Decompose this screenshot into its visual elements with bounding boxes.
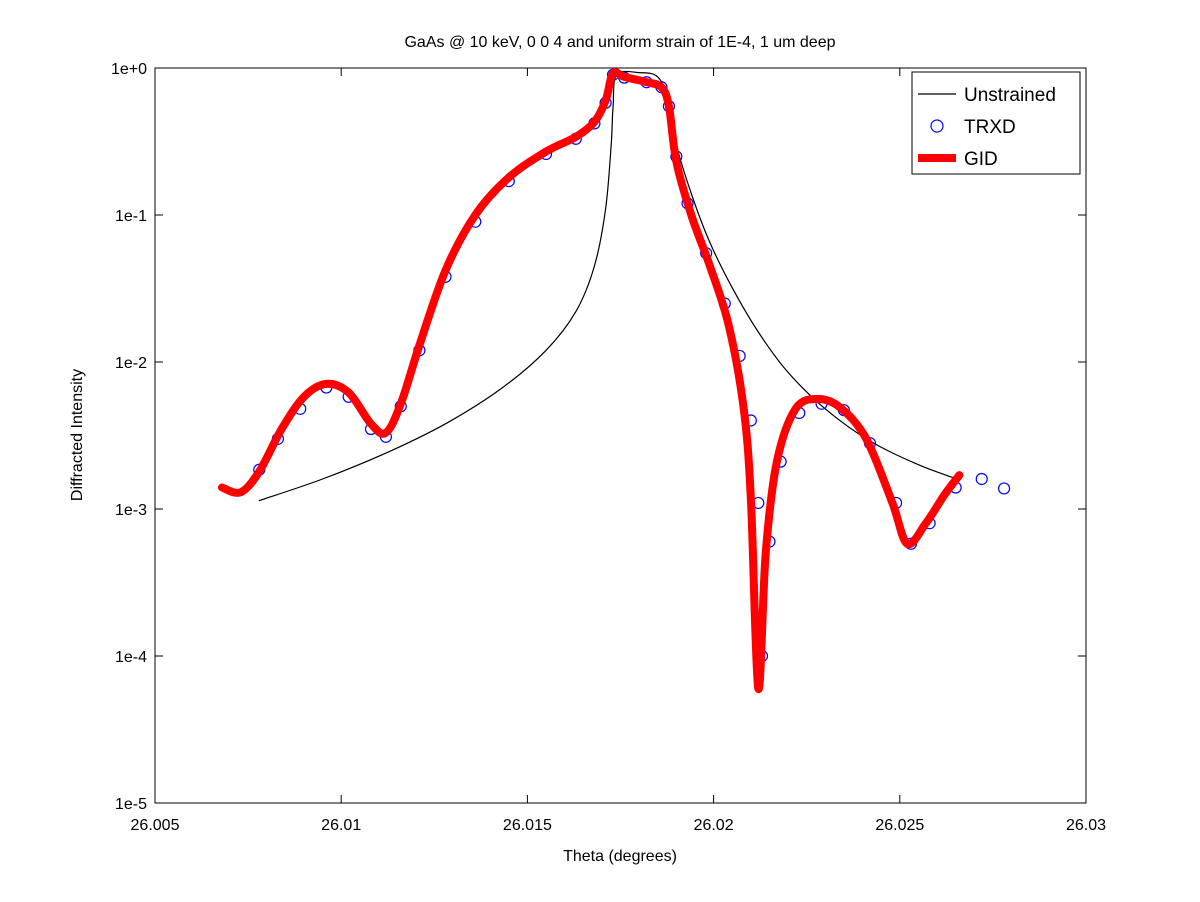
y-tick-label: 1e+0 [111, 61, 147, 78]
legend-swatch-trxd [930, 119, 944, 133]
y-tick-label: 1e-3 [115, 502, 147, 519]
y-tick-label: 1e-5 [115, 796, 147, 813]
legend-label-gid: GID [964, 149, 998, 170]
legend: Unstrained TRXD GID [911, 71, 1081, 175]
x-tick-label: 26.01 [321, 817, 361, 834]
x-tick-label: 26.03 [1066, 817, 1106, 834]
data-point-trxd [975, 472, 988, 486]
x-tick-label: 26.025 [875, 817, 924, 834]
legend-label-trxd: TRXD [964, 117, 1016, 138]
y-tick-label: 1e-4 [115, 649, 147, 666]
series-line-unstrained [258, 70, 960, 502]
axis-ticks: 26.005 26.01 26.015 26.02 26.025 26.03 1e-5 1e-… [111, 61, 1106, 834]
data-point-trxd [997, 482, 1011, 495]
chart-title: GaAs @ 10 keV, 0 0 4 and uniform strain … [404, 34, 835, 51]
x-axis-label: Theta (degrees) [563, 848, 677, 865]
plot-area [154, 67, 1087, 804]
x-tick-label: 26.02 [694, 817, 734, 834]
series-line-gid [218, 68, 964, 693]
plot-series [218, 68, 1011, 693]
y-tick-label: 1e-2 [115, 355, 147, 372]
x-tick-label: 26.005 [131, 817, 180, 834]
y-axis-label: Diffracted Intensity [69, 369, 86, 501]
legend-label-unstrained: Unstrained [964, 85, 1056, 106]
x-tick-label: 26.015 [503, 817, 552, 834]
y-tick-label: 1e-1 [115, 208, 147, 225]
